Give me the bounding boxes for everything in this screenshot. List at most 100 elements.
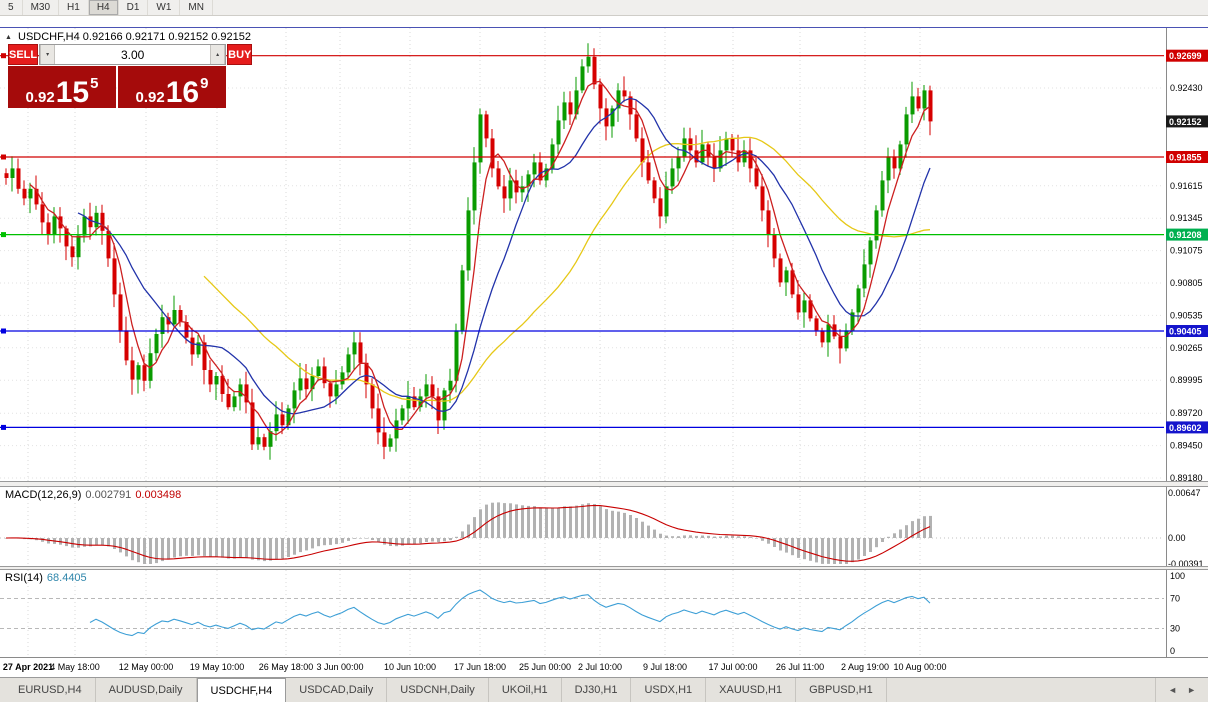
macd-indicator-panel[interactable]: 0.00647 0.00 -0.00391 MACD(12,26,9) 0.00279… [0, 487, 1208, 566]
window-strip [0, 16, 1208, 27]
svg-text:0.89450: 0.89450 [1170, 441, 1203, 451]
chart-tab-eurusd[interactable]: EURUSD,H4 [5, 678, 96, 702]
buy-price-base: 0.92 [135, 89, 165, 106]
svg-text:0.92152: 0.92152 [1169, 117, 1202, 127]
time-label: 17 Jun 18:00 [453, 662, 507, 672]
svg-text:0.90535: 0.90535 [1170, 310, 1203, 320]
time-label: 10 Jun 10:00 [383, 662, 437, 672]
panel-splitter[interactable] [0, 566, 1208, 570]
rsi-canvas[interactable]: 100 70 30 0 [0, 570, 1208, 657]
time-label: 17 Jul 00:00 [708, 662, 758, 672]
trade-panel-quotes: 0.92 15 5 0.92 16 9 [8, 66, 226, 108]
rsi-label: RSI(14) 68.4405 [5, 572, 87, 584]
chart-tab-xauusd[interactable]: XAUUSD,H1 [706, 678, 797, 702]
chart-tab-bar: EURUSD,H4 AUDUSD,Daily USDCHF,H4 USDCAD,Dai… [0, 677, 1208, 702]
svg-text:0.00: 0.00 [1168, 533, 1186, 543]
buy-button[interactable]: BUY [227, 44, 253, 65]
svg-text:100: 100 [1170, 571, 1185, 581]
time-label: 10 Aug 00:00 [893, 662, 947, 672]
macd-label: MACD(12,26,9) 0.002791 0.003498 [5, 489, 181, 501]
tabs-scroll-left-icon[interactable]: ◄ [1168, 685, 1178, 695]
sell-price-base: 0.92 [25, 89, 55, 106]
svg-text:0.89180: 0.89180 [1170, 473, 1203, 481]
svg-text:0.91208: 0.91208 [1169, 230, 1202, 240]
chart-tab-usdx[interactable]: USDX,H1 [631, 678, 707, 702]
time-label: 4 May 18:00 [50, 662, 100, 672]
time-label: 27 Apr 2021 [2, 662, 54, 672]
time-label: 12 May 00:00 [118, 662, 174, 672]
buy-price-big-digits: 16 [165, 75, 200, 109]
time-label: 3 Jun 00:00 [316, 662, 364, 672]
time-label: 26 Jul 11:00 [775, 662, 825, 672]
timeframe-button-h1[interactable]: H1 [59, 0, 89, 15]
tab-scroll-controls: ◄ ► [1155, 678, 1208, 702]
tabs-scroll-right-icon[interactable]: ► [1187, 685, 1196, 695]
timeframe-button-h4[interactable]: H4 [88, 0, 119, 15]
macd-canvas[interactable]: 0.00647 0.00 -0.00391 [0, 487, 1208, 566]
panel-splitter[interactable] [0, 481, 1208, 487]
one-click-trading-panel: SELL ▾ ▴ BUY 0.92 15 5 0.92 16 9 [8, 44, 253, 108]
macd-main-value: 0.002791 [85, 489, 132, 501]
volume-input[interactable] [55, 45, 211, 64]
volume-decrease-button[interactable]: ▾ [40, 45, 56, 64]
price-chart-canvas[interactable]: 0.92430 0.91615 0.91345 0.91075 0.90805 0.905… [0, 28, 1208, 481]
time-label: 26 May 18:00 [258, 662, 314, 672]
macd-chart-area[interactable]: 0.00647 0.00 -0.00391 [0, 487, 1208, 566]
svg-text:0.91075: 0.91075 [1170, 246, 1203, 256]
chart-marker-icon: ▲ [5, 34, 12, 41]
timeframe-button-d1[interactable]: D1 [119, 0, 149, 15]
time-label: 9 Jul 18:00 [642, 662, 688, 672]
main-chart-panel[interactable]: 0.92430 0.91615 0.91345 0.91075 0.90805 0.905… [0, 28, 1208, 481]
timeframe-button-m30[interactable]: M30 [23, 0, 60, 15]
price-chart-area[interactable]: 0.92430 0.91615 0.91345 0.91075 0.90805 0.905… [0, 28, 1208, 481]
svg-text:0.91345: 0.91345 [1170, 213, 1203, 223]
rsi-chart-area[interactable]: 100 70 30 0 [0, 570, 1208, 657]
svg-text:0.89602: 0.89602 [1169, 423, 1202, 433]
volume-increase-button[interactable]: ▴ [210, 45, 226, 64]
timeframe-button-w1[interactable]: W1 [148, 0, 181, 15]
rsi-value: 68.4405 [46, 572, 87, 584]
svg-text:0.90265: 0.90265 [1170, 343, 1203, 353]
chart-tab-ukoil[interactable]: UKOil,H1 [489, 678, 562, 702]
svg-text:-0.00391: -0.00391 [1168, 559, 1204, 566]
buy-price-pip-digit: 9 [200, 75, 209, 92]
chart-tab-gbpusd[interactable]: GBPUSD,H1 [796, 678, 887, 702]
chart-tab-usdcad[interactable]: USDCAD,Daily [286, 678, 388, 702]
svg-text:0.90405: 0.90405 [1169, 327, 1202, 337]
volume-spinner: ▾ ▴ [39, 44, 227, 65]
sell-button[interactable]: SELL [8, 44, 39, 65]
svg-text:0.89995: 0.89995 [1170, 375, 1203, 385]
time-axis: 27 Apr 2021 4 May 18:00 12 May 00:00 19 May… [0, 657, 1208, 677]
rsi-indicator-panel[interactable]: 100 70 30 0 RSI(14) 68.4405 [0, 570, 1208, 657]
svg-text:0.00647: 0.00647 [1168, 488, 1201, 498]
macd-signal-value: 0.003498 [135, 489, 182, 501]
chart-title: ▲ USDCHF,H4 0.92166 0.92171 0.92152 0.92… [5, 31, 251, 43]
time-label: 25 Jun 00:00 [518, 662, 572, 672]
svg-text:0.91855: 0.91855 [1169, 153, 1202, 163]
sell-price-pip-digit: 5 [90, 75, 99, 92]
svg-text:0.92699: 0.92699 [1169, 51, 1202, 61]
time-label: 19 May 10:00 [189, 662, 245, 672]
chart-tab-usdcnh[interactable]: USDCNH,Daily [387, 678, 489, 702]
chart-tab-audusd[interactable]: AUDUSD,Daily [96, 678, 197, 702]
buy-price-display[interactable]: 0.92 16 9 [118, 66, 226, 108]
chart-tab-dj30[interactable]: DJ30,H1 [562, 678, 632, 702]
time-label: 2 Jul 10:00 [577, 662, 623, 672]
time-label: 2 Aug 19:00 [840, 662, 890, 672]
svg-text:0.89720: 0.89720 [1170, 408, 1203, 418]
rsi-name: RSI(14) [5, 572, 43, 584]
timeframe-button-mn[interactable]: MN [180, 0, 213, 15]
timeframe-toolbar: 5 M30 H1 H4 D1 W1 MN [0, 0, 1208, 16]
svg-text:0.91615: 0.91615 [1170, 181, 1203, 191]
chart-symbol-period: USDCHF,H4 [18, 31, 80, 43]
chart-window-top-border [0, 27, 1208, 28]
timeframe-button-5[interactable]: 5 [0, 0, 23, 15]
svg-text:30: 30 [1170, 624, 1180, 634]
chart-ohlc-values: 0.92166 0.92171 0.92152 0.92152 [82, 31, 252, 43]
svg-text:0.92430: 0.92430 [1170, 83, 1203, 93]
sell-price-big-digits: 15 [55, 75, 90, 109]
macd-name: MACD(12,26,9) [5, 489, 82, 501]
chart-tab-usdchf[interactable]: USDCHF,H4 [196, 678, 287, 702]
svg-text:70: 70 [1170, 594, 1180, 604]
sell-price-display[interactable]: 0.92 15 5 [8, 66, 116, 108]
